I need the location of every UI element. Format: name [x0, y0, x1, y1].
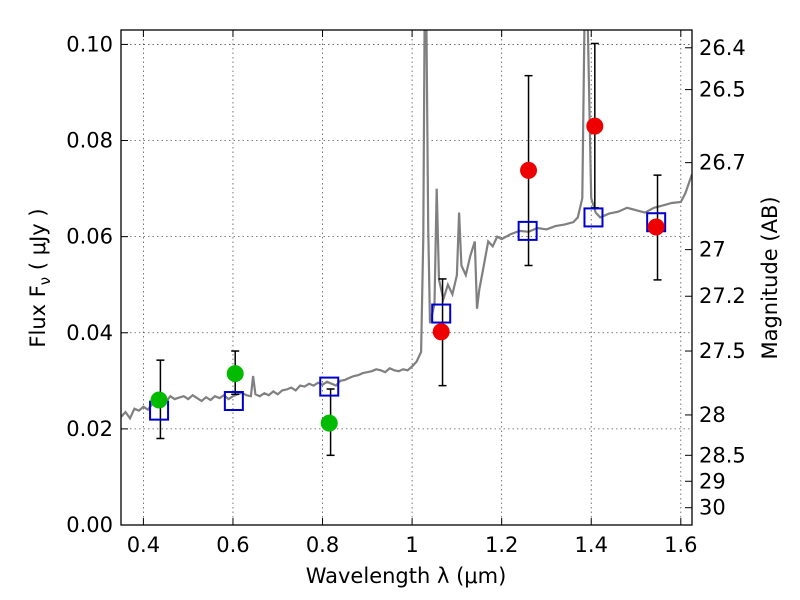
observed-flux-point: [647, 218, 665, 236]
model-band-square: [517, 220, 538, 241]
observed-flux-point: [586, 117, 604, 135]
y-tick-label: 0.06: [66, 225, 113, 249]
ticks: 0.4 0.6 0.8 1 1.2 1.4 1.6 0.00 0.02 0.04 0.06 0.08 0…: [66, 30, 746, 557]
model-band-square: [431, 303, 452, 324]
x-tick-label: 1.6: [664, 533, 697, 557]
y-tick-label: 0.10: [66, 32, 113, 56]
observed-flux-point: [320, 414, 338, 432]
model-band-square: [319, 376, 340, 397]
x-tick-label: 0.8: [306, 533, 339, 557]
markers: [149, 117, 667, 432]
y-axis-label-unit: ( μJy ): [26, 208, 50, 276]
y-axis-label-main: Flux F: [26, 285, 50, 347]
model-spectrum-line: [121, 30, 692, 421]
observed-flux-point: [520, 161, 538, 179]
x-axis-label: Wavelength λ (μm): [306, 564, 507, 588]
y2-tick-label: 27.2: [699, 284, 746, 308]
error-bars: [156, 42, 662, 457]
observed-flux-point: [226, 365, 244, 383]
observed-flux-point: [432, 323, 450, 341]
model-band-square: [223, 391, 244, 412]
plot-area: [121, 30, 692, 421]
y2-tick-label: 29: [699, 469, 726, 493]
x-tick-label: 0.4: [127, 533, 160, 557]
y2-tick-label: 28: [699, 403, 726, 427]
plot-frame: [120, 29, 693, 526]
y-tick-label: 0.00: [66, 513, 113, 537]
x-tick-label: 1.4: [575, 533, 608, 557]
y2-axis-label: Magnitude (AB): [758, 196, 782, 359]
y2-tick-label: 30: [699, 496, 726, 520]
y2-tick-label: 28.5: [699, 443, 746, 467]
y2-tick-label: 26.5: [699, 78, 746, 102]
y-tick-label: 0.02: [66, 417, 113, 441]
y-axis-label-sub: ν: [36, 277, 54, 285]
grid: [121, 30, 692, 526]
x-tick-label: 1: [405, 533, 418, 557]
x-tick-label: 1.2: [485, 533, 518, 557]
model-band-square: [583, 207, 604, 228]
y2-tick-label: 26.7: [699, 151, 746, 175]
y2-tick-label: 26.4: [699, 36, 746, 60]
y2-tick-label: 27: [699, 238, 726, 262]
y2-tick-label: 27.5: [699, 339, 746, 363]
y-axis-label: Flux Fν ( μJy ): [26, 208, 54, 347]
observed-flux-point: [150, 391, 168, 409]
y-tick-label: 0.08: [66, 129, 113, 153]
y-tick-label: 0.04: [66, 321, 113, 345]
x-tick-label: 0.6: [216, 533, 249, 557]
